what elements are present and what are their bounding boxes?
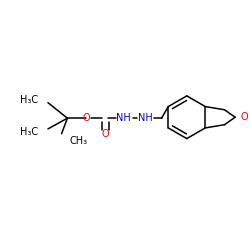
Text: O: O — [82, 113, 90, 123]
Text: O: O — [102, 129, 109, 139]
Text: O: O — [241, 112, 248, 122]
Text: NH: NH — [116, 113, 131, 123]
Text: H₃C: H₃C — [20, 127, 38, 137]
Text: NH: NH — [138, 113, 152, 123]
Text: H₃C: H₃C — [20, 95, 38, 105]
Text: CH₃: CH₃ — [69, 136, 87, 146]
